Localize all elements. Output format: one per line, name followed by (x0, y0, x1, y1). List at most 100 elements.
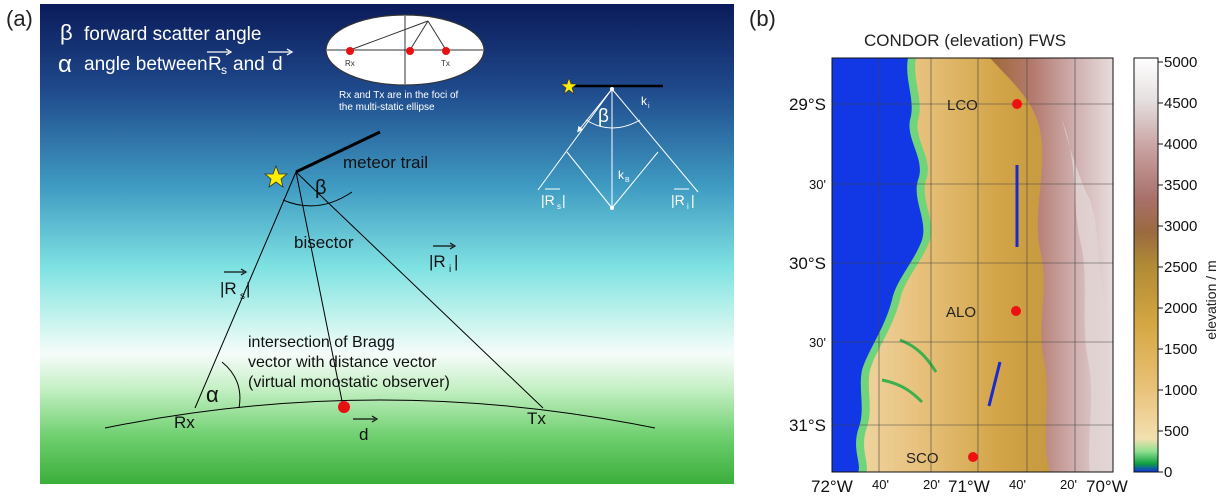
ellipse-center-dot (406, 47, 414, 55)
ellipse-caption-line2: the multi-static ellipse (339, 102, 435, 113)
ellipse-rx-dot (346, 47, 354, 55)
earth-curve (104, 399, 656, 429)
meteor-trail-label: meteor trail (343, 153, 428, 172)
ri-label-sub: i (449, 264, 451, 275)
station-lco-label: LCO (947, 97, 978, 114)
x-tick-40min-a: 40' (872, 477, 889, 492)
inset-ki: k (641, 94, 648, 108)
colorbar-tick-label: 2500 (1164, 259, 1197, 276)
colorbar-tick-label: 500 (1164, 423, 1189, 440)
colorbar-tick-label: 2000 (1164, 300, 1197, 317)
colorbar-tick-label: 1500 (1164, 341, 1197, 358)
ellipse-inset: Rx Tx (325, 14, 485, 86)
main-geometry (104, 130, 656, 429)
station-alo-label: ALO (946, 304, 976, 321)
station-sco-label: SCO (906, 450, 939, 467)
virtual-observer-dot (338, 401, 350, 413)
alpha-legend-symbol: α (58, 51, 72, 78)
ellipse-tx-label: Tx (441, 59, 450, 68)
panel-b: (b) CONDOR (elevation) FWS LCO ALO SCO 2… (749, 6, 1219, 496)
bisector-line (295, 171, 344, 407)
main-alpha: α (206, 382, 219, 407)
alpha-arc (221, 361, 241, 409)
rs-label: |R (220, 279, 237, 298)
x-tick-71w: 71°W (948, 477, 990, 496)
y-tick-30s: 30°S (789, 254, 826, 273)
meteor-trail (295, 130, 381, 174)
rs-label-bar: | (246, 279, 250, 298)
station-lco-dot (1012, 99, 1022, 109)
colorbar-tick-label: 3000 (1164, 218, 1197, 235)
colorbar-label: elevation / m (1203, 260, 1219, 339)
beam-south (987, 361, 1002, 407)
meteor-star-icon (263, 164, 289, 188)
y-tick-30min-a: 30' (809, 177, 826, 192)
station-sco-dot (968, 452, 978, 462)
d-label: d (359, 425, 368, 444)
bragg-inset (537, 84, 699, 210)
panel-a: (a) β forward scatter angle α angle betw… (6, 4, 734, 484)
inset-beta: β (598, 106, 609, 127)
intersection-line2: vector with distance vector (248, 354, 437, 371)
pacific-ocean (832, 58, 924, 472)
beta-legend-symbol: β (60, 20, 73, 45)
inset-ri-bar: | (691, 192, 695, 208)
river-valleys (881, 338, 938, 404)
inset-rs-sub: s (557, 202, 561, 211)
andes-highlands (990, 58, 1113, 472)
ellipse-tx-dot (442, 47, 450, 55)
inset-kb-sub: B (625, 177, 630, 184)
bisector-label: bisector (294, 233, 354, 252)
intersection-line1: intersection of Bragg (248, 334, 395, 351)
inset-ri: |R (671, 192, 685, 208)
colorbar-tick-label: 0 (1164, 464, 1172, 481)
inset-rs: |R (541, 192, 555, 208)
rs-label-sub: s (240, 291, 245, 302)
alpha-legend-rs-sub: s (221, 63, 227, 77)
x-tick-72w: 72°W (811, 477, 853, 496)
colorbar-tick-label: 5000 (1164, 54, 1197, 71)
inset-ri-sub: i (687, 202, 689, 211)
alpha-legend-rs: R (208, 54, 222, 75)
station-alo-dot (1011, 306, 1021, 316)
colorbar-tick-label: 4500 (1164, 95, 1197, 112)
x-tick-20min-b: 20' (1060, 477, 1077, 492)
ellipse-rx-label: Rx (345, 59, 355, 68)
map-graticule (832, 58, 1113, 472)
ri-label-bar: | (454, 252, 458, 271)
rs-path (194, 171, 297, 409)
colorbar (1133, 57, 1159, 473)
ellipse-caption-line1: Rx and Tx are in the foci of (339, 90, 459, 101)
panel-b-label: (b) (749, 6, 776, 31)
intersection-line3: (virtual monostatic observer) (248, 374, 450, 391)
inset-beta-arc (585, 119, 641, 129)
colorbar-tick-label: 3500 (1164, 177, 1197, 194)
map-title: CONDOR (elevation) FWS (864, 31, 1066, 50)
panel-a-label: (a) (6, 6, 33, 31)
rx-label: Rx (174, 413, 195, 432)
alpha-legend-text: angle between (84, 54, 208, 75)
inset-ki-sub: i (648, 103, 650, 110)
tx-label: Tx (527, 409, 546, 428)
alpha-legend-d: d (272, 54, 283, 75)
x-tick-70w: 70°W (1086, 477, 1128, 496)
main-beta: β (315, 177, 327, 199)
beta-arc (282, 191, 353, 207)
map-frame (831, 57, 1114, 473)
ri-label: |R (429, 252, 446, 271)
ri-path (295, 171, 544, 409)
alpha-legend-and: and (233, 54, 265, 75)
colorbar-tick-label: 1000 (1164, 382, 1197, 399)
x-tick-40min-b: 40' (1009, 477, 1026, 492)
beta-legend-text: forward scatter angle (84, 24, 261, 45)
x-tick-20min-a: 20' (923, 477, 940, 492)
y-tick-30min-b: 30' (809, 335, 826, 350)
inset-star-icon (560, 77, 578, 95)
inset-rs-bar: | (562, 192, 566, 208)
y-tick-31s: 31°S (789, 416, 826, 435)
inset-kb: k (618, 168, 625, 182)
colorbar-tick-label: 4000 (1164, 136, 1197, 153)
elevation-map (832, 58, 1113, 472)
